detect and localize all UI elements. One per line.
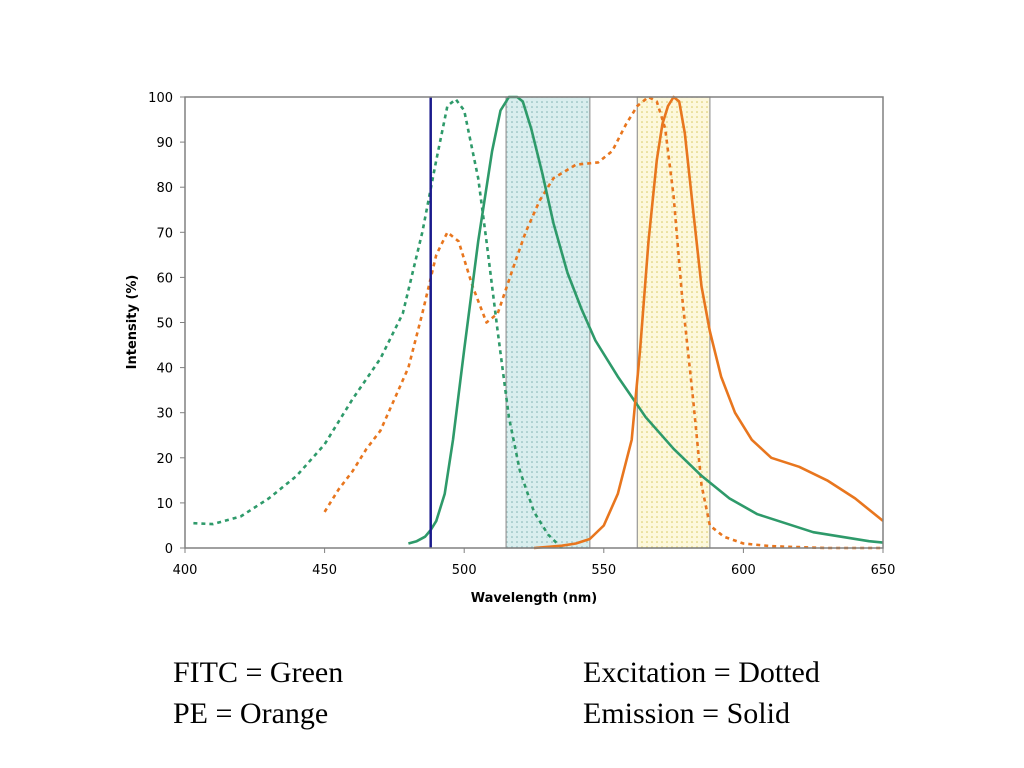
y-tick-label: 100	[148, 91, 173, 106]
series-line	[408, 95, 884, 545]
series-line	[533, 95, 884, 550]
x-tick-label: 600	[731, 563, 756, 578]
spectra-chart: 400 450 500 550 600 650 0 10 20 30 40 50 60 70 80 90 10…	[125, 91, 896, 606]
series-layer	[193, 95, 884, 550]
y-tick-label: 80	[156, 181, 173, 196]
y-tick-label: 40	[156, 362, 173, 377]
x-axis: 400 450 500 550 600 650	[173, 548, 896, 578]
y-tick-label: 30	[156, 407, 173, 422]
legend-emission: Emission = Solid	[583, 697, 790, 730]
x-axis-title: Wavelength (nm)	[471, 591, 597, 606]
legend-pe: PE = Orange	[173, 697, 329, 730]
x-tick-label: 650	[871, 563, 896, 578]
y-tick-label: 90	[156, 136, 173, 151]
series-line	[323, 95, 883, 550]
legend-excitation: Excitation = Dotted	[583, 656, 820, 689]
y-tick-label: 0	[165, 542, 173, 557]
y-axis-title: Intensity (%)	[125, 275, 140, 370]
y-axis: 0 10 20 30 40 50 60 70 80 90 100	[148, 91, 185, 557]
x-tick-label: 550	[591, 563, 616, 578]
x-tick-label: 500	[452, 563, 477, 578]
y-tick-label: 60	[156, 271, 173, 286]
x-tick-label: 450	[312, 563, 337, 578]
series-line	[193, 98, 563, 549]
y-tick-label: 20	[156, 452, 173, 467]
filter-band	[505, 96, 591, 549]
y-tick-label: 10	[156, 497, 173, 512]
filter-bands	[505, 96, 711, 549]
x-tick-label: 400	[173, 563, 198, 578]
y-tick-label: 50	[156, 317, 173, 332]
legend-fitc: FITC = Green	[173, 656, 344, 689]
filter-band	[636, 96, 711, 549]
y-tick-label: 70	[156, 226, 173, 241]
